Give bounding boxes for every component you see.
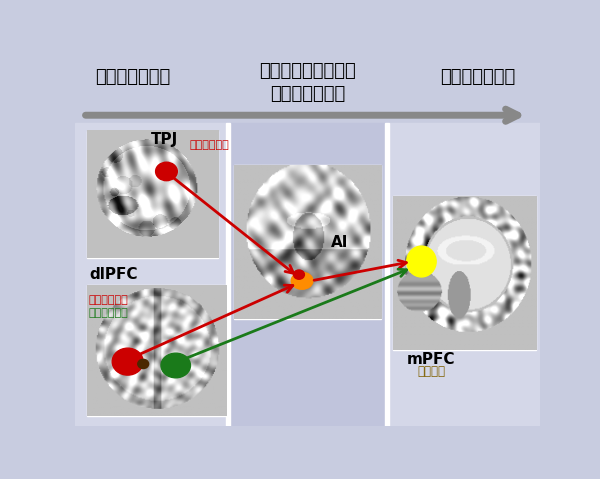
Bar [385,123,389,426]
Text: 他者ボーナス: 他者ボーナス [89,295,128,305]
Ellipse shape [161,353,190,378]
Bar [393,196,536,350]
Text: 意思決定: 意思決定 [418,365,445,378]
Bar [86,131,218,258]
Text: TPJ: TPJ [151,132,178,147]
Ellipse shape [112,348,143,375]
Bar [75,123,540,426]
Bar [75,123,226,426]
Ellipse shape [291,272,313,289]
Ellipse shape [293,270,304,279]
Bar [234,165,381,319]
Ellipse shape [155,162,178,181]
Text: 最終の意思決定: 最終の意思決定 [440,68,515,86]
Bar [230,123,385,426]
Ellipse shape [407,246,436,277]
Text: dlPFC: dlPFC [89,267,137,282]
Bar [226,123,230,426]
Bar [86,285,226,415]
Text: AI: AI [331,235,348,250]
Text: 自己ボーナス: 自己ボーナス [89,308,128,319]
Ellipse shape [138,359,149,368]
Text: mPFC: mPFC [407,353,456,367]
Text: 他者報酬の意思決定: 他者報酬の意思決定 [259,62,356,80]
Bar [389,123,540,426]
Text: ボーナスの提示: ボーナスの提示 [95,68,171,86]
Text: への考慮度合い: への考慮度合い [270,85,345,103]
Text: 他者ボーナス: 他者ボーナス [190,140,229,150]
